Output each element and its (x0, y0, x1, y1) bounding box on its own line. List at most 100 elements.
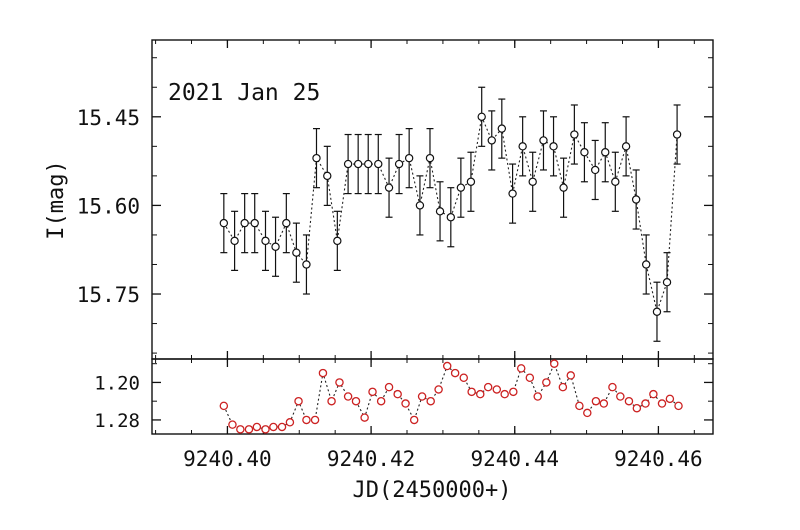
color-point (327, 396, 336, 406)
color-point (376, 396, 386, 406)
color-point (401, 399, 410, 408)
top-panel-magnitude: 2021 Jan 25 15.45 15.60 15.75 I(mag) (44, 39, 714, 360)
magnitude-point (250, 218, 259, 228)
magnitude-point (394, 159, 404, 169)
color-point (509, 387, 518, 397)
color-point (261, 425, 270, 434)
color-series (219, 359, 683, 434)
magnitude-point (662, 278, 672, 287)
magnitude-point (528, 177, 537, 186)
magnitude-point (539, 136, 548, 145)
magnitude-point (425, 153, 435, 163)
color-point (483, 382, 493, 392)
magnitude-point (570, 130, 579, 139)
magnitude-point (549, 142, 558, 151)
magnitude-point (508, 189, 517, 198)
color-point (674, 401, 683, 411)
color-point (269, 422, 278, 432)
magnitude-point (601, 148, 610, 157)
magnitude-point (384, 183, 394, 192)
magnitude-point (240, 218, 249, 228)
color-point (641, 399, 650, 408)
color-point (583, 408, 592, 418)
color-point (525, 373, 535, 382)
magnitude-point (353, 159, 363, 169)
magnitude-point (333, 236, 342, 246)
x-tick-label: 9240.42 (327, 447, 416, 471)
bottom-y-tick-label: 1.20 (94, 372, 140, 394)
magnitude-point (631, 195, 641, 204)
color-point (575, 401, 584, 411)
color-point (244, 425, 254, 434)
color-point (467, 387, 476, 397)
color-point (591, 396, 601, 406)
color-point (542, 378, 551, 387)
magnitude-point (446, 213, 456, 222)
magnitude-point (672, 130, 682, 139)
magnitude-point (261, 236, 270, 246)
magnitude-point (302, 260, 311, 269)
magnitude-point (323, 171, 332, 181)
color-point (360, 413, 369, 422)
color-point (608, 382, 617, 392)
color-point (459, 373, 468, 382)
x-tick-label: 9240.44 (470, 447, 559, 471)
date-annotation: 2021 Jan 25 (168, 80, 320, 106)
magnitude-point (435, 207, 445, 216)
color-point (294, 396, 303, 406)
color-point (236, 425, 245, 434)
color-point (558, 382, 568, 392)
color-point (417, 392, 427, 401)
magnitude-series (219, 86, 682, 342)
magnitude-point (487, 136, 496, 145)
x-axis-title: JD(2450000+) (353, 478, 512, 503)
magnitude-point (477, 112, 486, 121)
magnitude-point (415, 201, 425, 210)
magnitude-point (580, 148, 589, 157)
color-point (252, 422, 262, 432)
color-point (599, 399, 609, 408)
magnitude-point (456, 183, 466, 192)
magnitude-point (364, 159, 373, 169)
color-point (393, 389, 402, 399)
magnitude-point (219, 218, 229, 228)
magnitude-point (343, 159, 353, 169)
magnitude-point (621, 142, 631, 151)
color-point (351, 396, 361, 406)
magnitude-point (497, 124, 507, 133)
magnitude-point (590, 165, 600, 175)
magnitude-point (312, 153, 321, 163)
color-point (500, 389, 509, 399)
color-point (624, 396, 634, 406)
x-tick-label: 9240.40 (183, 447, 272, 471)
magnitude-point (611, 177, 620, 186)
y-axis-title-magnitude: I(mag) (44, 160, 69, 239)
color-point (302, 415, 311, 425)
color-point (343, 392, 353, 401)
color-point (516, 364, 526, 373)
bottom-panel-color: 1.20 1.28 9240.40 9240.42 9240.44 9240.46 JD(… (94, 358, 714, 503)
color-point (492, 385, 502, 394)
color-point (450, 368, 460, 378)
color-point (476, 389, 485, 399)
bottom-panel-frame (151, 358, 714, 435)
magnitude-point (652, 307, 662, 316)
color-point (219, 401, 229, 411)
magnitude-connecting-line (223, 114, 678, 314)
magnitude-point (404, 153, 414, 163)
color-point (434, 385, 443, 394)
magnitude-point (292, 248, 301, 257)
bottom-y-tick-label: 1.28 (94, 410, 140, 432)
color-point (335, 378, 344, 387)
x-tick-label: 9240.46 (614, 447, 703, 471)
magnitude-point (230, 236, 239, 246)
magnitude-point (641, 260, 651, 269)
magnitude-point (374, 159, 383, 169)
color-point (550, 359, 559, 368)
color-point (409, 415, 419, 425)
magnitude-point (271, 242, 280, 251)
color-point (285, 418, 295, 427)
color-point (616, 392, 625, 401)
magnitude-point (518, 142, 527, 151)
